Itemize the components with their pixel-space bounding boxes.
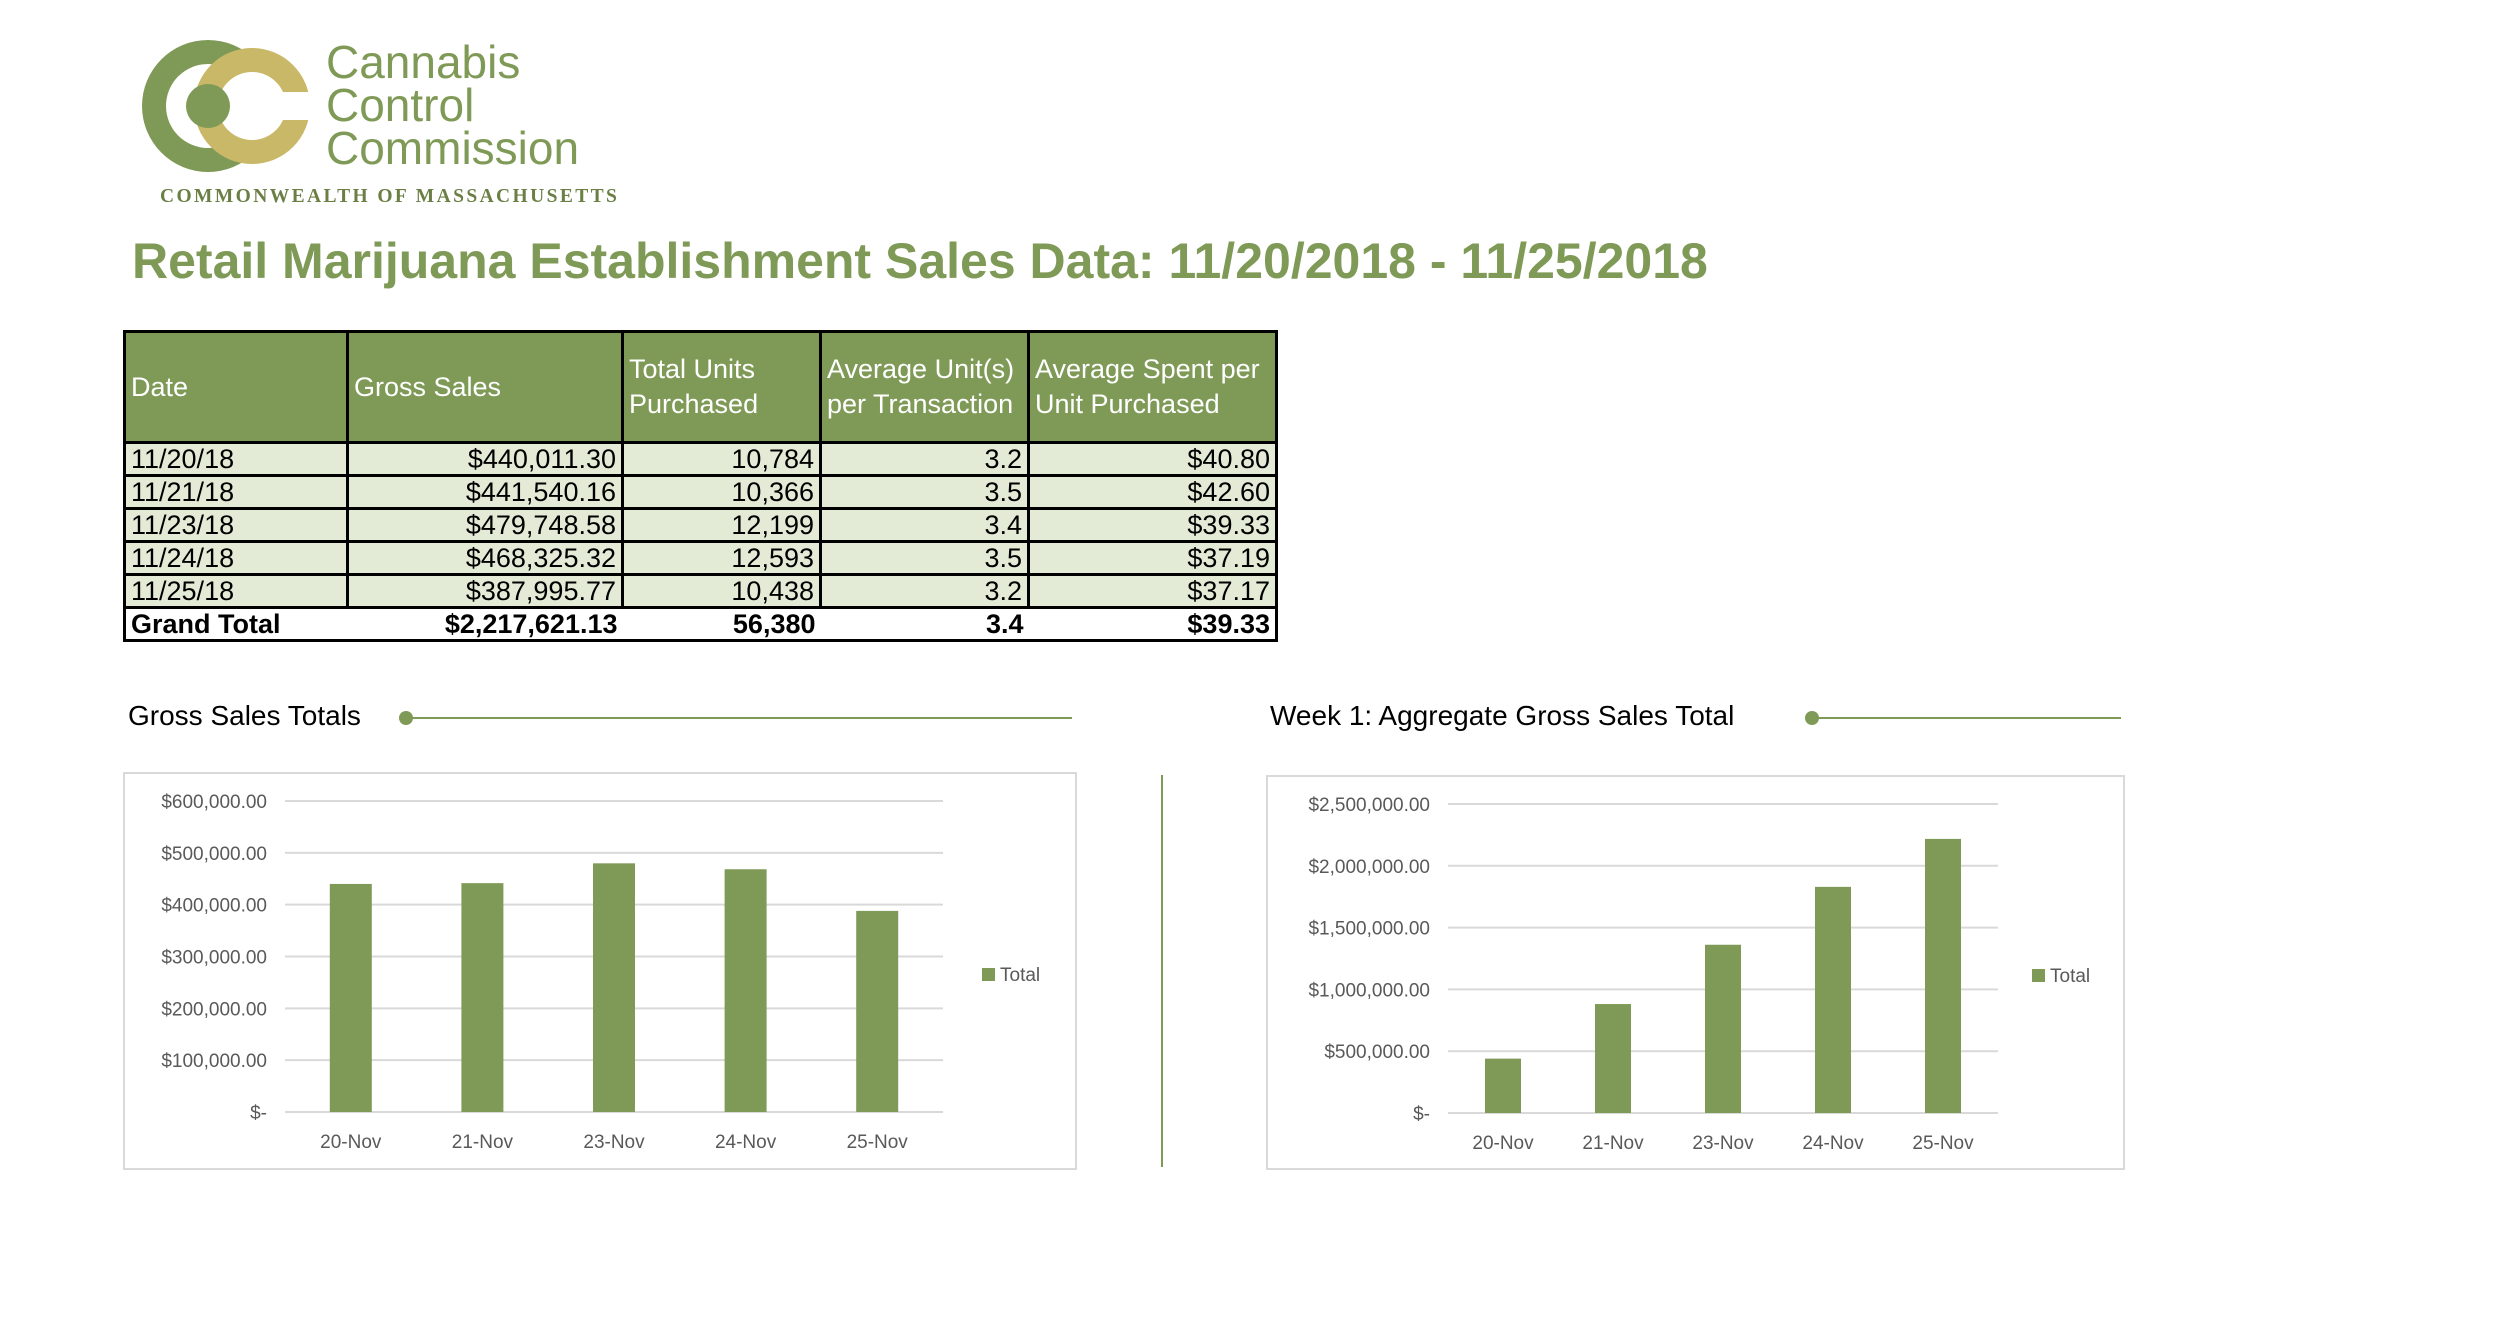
cell-date: 11/20/18 — [123, 441, 349, 477]
cell-total-units: 12,593 — [621, 540, 822, 576]
bar — [329, 883, 372, 1112]
cell-gross-sales: $468,325.32 — [346, 540, 624, 576]
logo-text-line-1: Cannabis — [326, 36, 521, 88]
bar — [856, 910, 899, 1112]
x-tick-label: 24-Nov — [715, 1132, 777, 1153]
table-header-row: Date Gross Sales Total Units Purchased A… — [123, 330, 1278, 444]
cell-total-units: 10,784 — [621, 441, 822, 477]
cell-total-gross-sales: $2,217,621.13 — [347, 606, 623, 642]
aggregate-section-title: Week 1: Aggregate Gross Sales Total — [1270, 700, 1735, 731]
section-divider — [1161, 775, 1163, 1167]
y-tick-label: $2,000,000.00 — [1308, 857, 1430, 878]
y-tick-label: $500,000.00 — [161, 844, 267, 865]
section-dot — [399, 711, 413, 725]
legend-swatch — [2032, 969, 2045, 982]
cell-avg-units: 3.5 — [819, 540, 1030, 576]
x-tick-label: 23-Nov — [1692, 1133, 1754, 1154]
sales-table: Date Gross Sales Total Units Purchased A… — [123, 330, 1278, 642]
cell-total-units: 56,380 — [622, 606, 821, 642]
cell-avg-spent: $37.19 — [1027, 540, 1278, 576]
header-date: Date — [123, 330, 349, 444]
x-tick-label: 25-Nov — [1912, 1133, 1974, 1154]
bar — [1485, 1058, 1521, 1113]
legend-label: Total — [2050, 966, 2090, 987]
x-tick-label: 21-Nov — [1582, 1133, 1644, 1154]
cell-avg-units: 3.2 — [819, 573, 1030, 609]
x-tick-label: 21-Nov — [452, 1132, 514, 1153]
logo-text-line-2: Control — [326, 79, 475, 131]
cell-total-label: Grand Total — [123, 606, 348, 642]
table-row: 11/21/18 $441,540.16 10,366 3.5 $42.60 — [123, 474, 1278, 510]
x-tick-label: 23-Nov — [583, 1132, 645, 1153]
y-tick-label: $300,000.00 — [161, 948, 267, 969]
page-title: Retail Marijuana Establishment Sales Dat… — [132, 233, 1708, 289]
cell-date: 11/25/18 — [123, 573, 349, 609]
cell-avg-units: 3.2 — [819, 441, 1030, 477]
cell-gross-sales: $441,540.16 — [346, 474, 624, 510]
logo-text-line-3: Commission — [326, 122, 580, 174]
x-tick-label: 20-Nov — [320, 1132, 382, 1153]
y-tick-label: $1,000,000.00 — [1308, 980, 1430, 1001]
bar — [724, 869, 767, 1112]
table-row: 11/24/18 $468,325.32 12,593 3.5 $37.19 — [123, 540, 1278, 576]
bar — [1925, 838, 1961, 1113]
logo-tagline: COMMONWEALTH OF MASSACHUSETTS — [160, 186, 620, 207]
y-tick-label: $600,000.00 — [161, 792, 267, 813]
y-tick-label: $500,000.00 — [1324, 1042, 1430, 1063]
bar — [593, 863, 635, 1112]
commission-logo-mark — [142, 40, 320, 172]
cell-total-avg-spent: $39.33 — [1028, 606, 1278, 642]
table-row: 11/25/18 $387,995.77 10,438 3.2 $37.17 — [123, 573, 1278, 609]
header-total-units: Total Units Purchased — [621, 330, 822, 444]
legend-label: Total — [1000, 965, 1040, 986]
section-dot — [1805, 711, 1819, 725]
cell-gross-sales: $479,748.58 — [346, 507, 624, 543]
gross-sales-chart: $- $100,000.00 $200,000.00 $300,000.00 $400,… — [161, 792, 1040, 1153]
aggregate-sales-chart-box: $- $500,000.00 $1,000,000.00 $1,500,000.00 $… — [1266, 775, 2125, 1170]
header-avg-spent: Average Spent per Unit Purchased — [1027, 330, 1278, 444]
bar — [1815, 886, 1851, 1113]
bar — [1705, 944, 1741, 1113]
x-tick-label: 24-Nov — [1802, 1133, 1864, 1154]
cell-date: 11/23/18 — [123, 507, 349, 543]
aggregate-sales-chart: $- $500,000.00 $1,000,000.00 $1,500,000.00 $… — [1308, 795, 2090, 1154]
y-tick-label: $- — [1413, 1104, 1430, 1125]
cell-total-units: 10,366 — [621, 474, 822, 510]
cell-total-units: 10,438 — [621, 573, 822, 609]
cell-date: 11/24/18 — [123, 540, 349, 576]
table-row: 11/23/18 $479,748.58 12,199 3.4 $39.33 — [123, 507, 1278, 543]
legend-swatch — [982, 968, 995, 981]
bar — [1595, 1004, 1631, 1113]
y-tick-label: $2,500,000.00 — [1308, 795, 1430, 816]
cell-gross-sales: $387,995.77 — [346, 573, 624, 609]
cell-avg-spent: $42.60 — [1027, 474, 1278, 510]
commission-logo: Cannabis Control Commission COMMONWEALTH… — [140, 38, 660, 213]
y-tick-label: $200,000.00 — [161, 999, 267, 1020]
x-tick-label: 20-Nov — [1472, 1133, 1534, 1154]
y-tick-label: $100,000.00 — [161, 1051, 267, 1072]
y-tick-label: $1,500,000.00 — [1308, 919, 1430, 940]
cell-avg-spent: $39.33 — [1027, 507, 1278, 543]
gross-sales-section-title: Gross Sales Totals — [128, 700, 361, 731]
y-tick-label: $400,000.00 — [161, 896, 267, 917]
header-gross-sales: Gross Sales — [346, 330, 624, 444]
cell-avg-units: 3.4 — [819, 507, 1030, 543]
gross-sales-chart-box: $- $100,000.00 $200,000.00 $300,000.00 $400,… — [123, 772, 1077, 1170]
cell-avg-units: 3.5 — [819, 474, 1030, 510]
grand-total-row: Grand Total $2,217,621.13 56,380 3.4 $39… — [123, 606, 1278, 642]
header-avg-units: Average Unit(s) per Transaction — [819, 330, 1030, 444]
bar — [461, 883, 504, 1112]
section-rule — [1815, 717, 2121, 719]
table-row: 11/20/18 $440,011.30 10,784 3.2 $40.80 — [123, 441, 1278, 477]
y-tick-label: $- — [250, 1103, 267, 1124]
cell-avg-spent: $40.80 — [1027, 441, 1278, 477]
cell-date: 11/21/18 — [123, 474, 349, 510]
x-tick-label: 25-Nov — [847, 1132, 909, 1153]
cell-avg-spent: $37.17 — [1027, 573, 1278, 609]
cell-total-avg-units: 3.4 — [820, 606, 1029, 642]
cell-gross-sales: $440,011.30 — [346, 441, 624, 477]
cell-total-units: 12,199 — [621, 507, 822, 543]
section-rule — [410, 717, 1072, 719]
